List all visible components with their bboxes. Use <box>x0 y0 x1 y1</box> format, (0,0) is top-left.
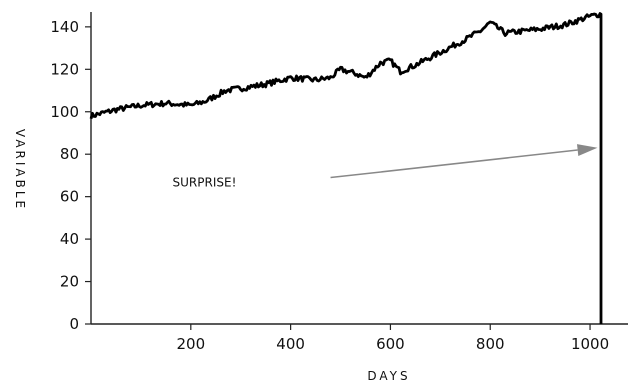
x-tick-label: 400 <box>276 335 305 353</box>
annotation-arrowhead <box>577 144 598 156</box>
y-tick-label: 140 <box>50 18 79 36</box>
y-tick-label: 100 <box>50 103 79 121</box>
x-tick-label: 800 <box>476 335 505 353</box>
y-tick-label: 0 <box>69 315 79 333</box>
annotation-arrow <box>330 149 578 179</box>
y-tick-label: 20 <box>60 273 79 291</box>
x-tick-label: 600 <box>376 335 405 353</box>
x-axis-ticks: 200 400 600 800 1000 <box>176 324 609 353</box>
y-tick-label: 120 <box>50 60 79 78</box>
y-axis-title: VARIABLE <box>13 129 27 211</box>
y-tick-label: 40 <box>60 230 79 248</box>
x-axis-title: DAYS <box>367 369 410 382</box>
y-axis-ticks: 0 20 40 60 80 100 120 140 <box>50 18 91 333</box>
x-tick-label: 1000 <box>571 335 609 353</box>
series-line <box>89 12 603 324</box>
y-tick-label: 60 <box>60 188 79 206</box>
annotation-label: SURPRISE! <box>173 176 237 190</box>
x-tick-label: 200 <box>176 335 205 353</box>
y-tick-label: 80 <box>60 145 79 163</box>
